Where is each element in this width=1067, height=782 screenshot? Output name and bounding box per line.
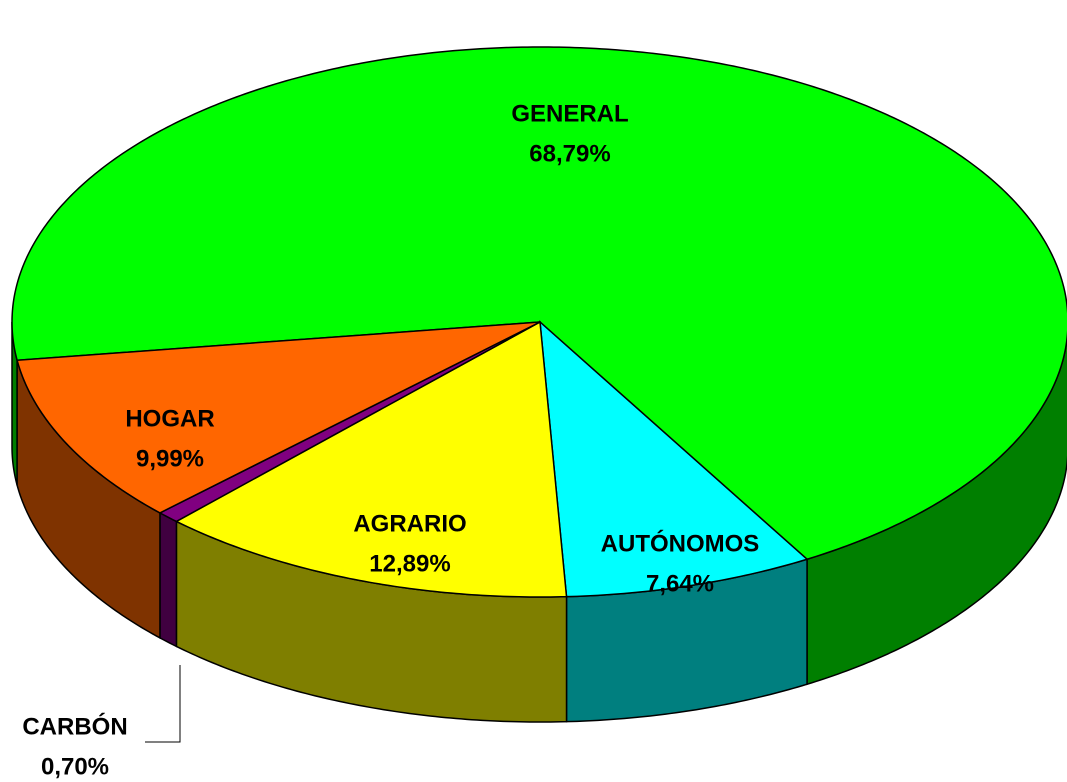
slice-value-label: 0,70% <box>41 753 109 780</box>
pie-slice <box>16 321 541 514</box>
slice-label: HOGAR <box>125 405 214 432</box>
pie-slice <box>174 320 568 598</box>
pie-slice <box>539 320 809 598</box>
slice-label: CARBÓN <box>22 712 127 740</box>
slice-label: GENERAL <box>511 100 628 127</box>
slice-label: AGRARIO <box>353 510 466 537</box>
pie-slice <box>11 46 1067 561</box>
slice-value-label: 7,64% <box>646 570 714 597</box>
slice-value-label: 9,99% <box>136 445 204 472</box>
slice-value-label: 68,79% <box>529 140 610 167</box>
leader-line <box>145 665 181 743</box>
pie-side <box>159 511 178 648</box>
slice-label: AUTÓNOMOS <box>601 529 760 557</box>
slice-value-label: 12,89% <box>369 550 450 577</box>
